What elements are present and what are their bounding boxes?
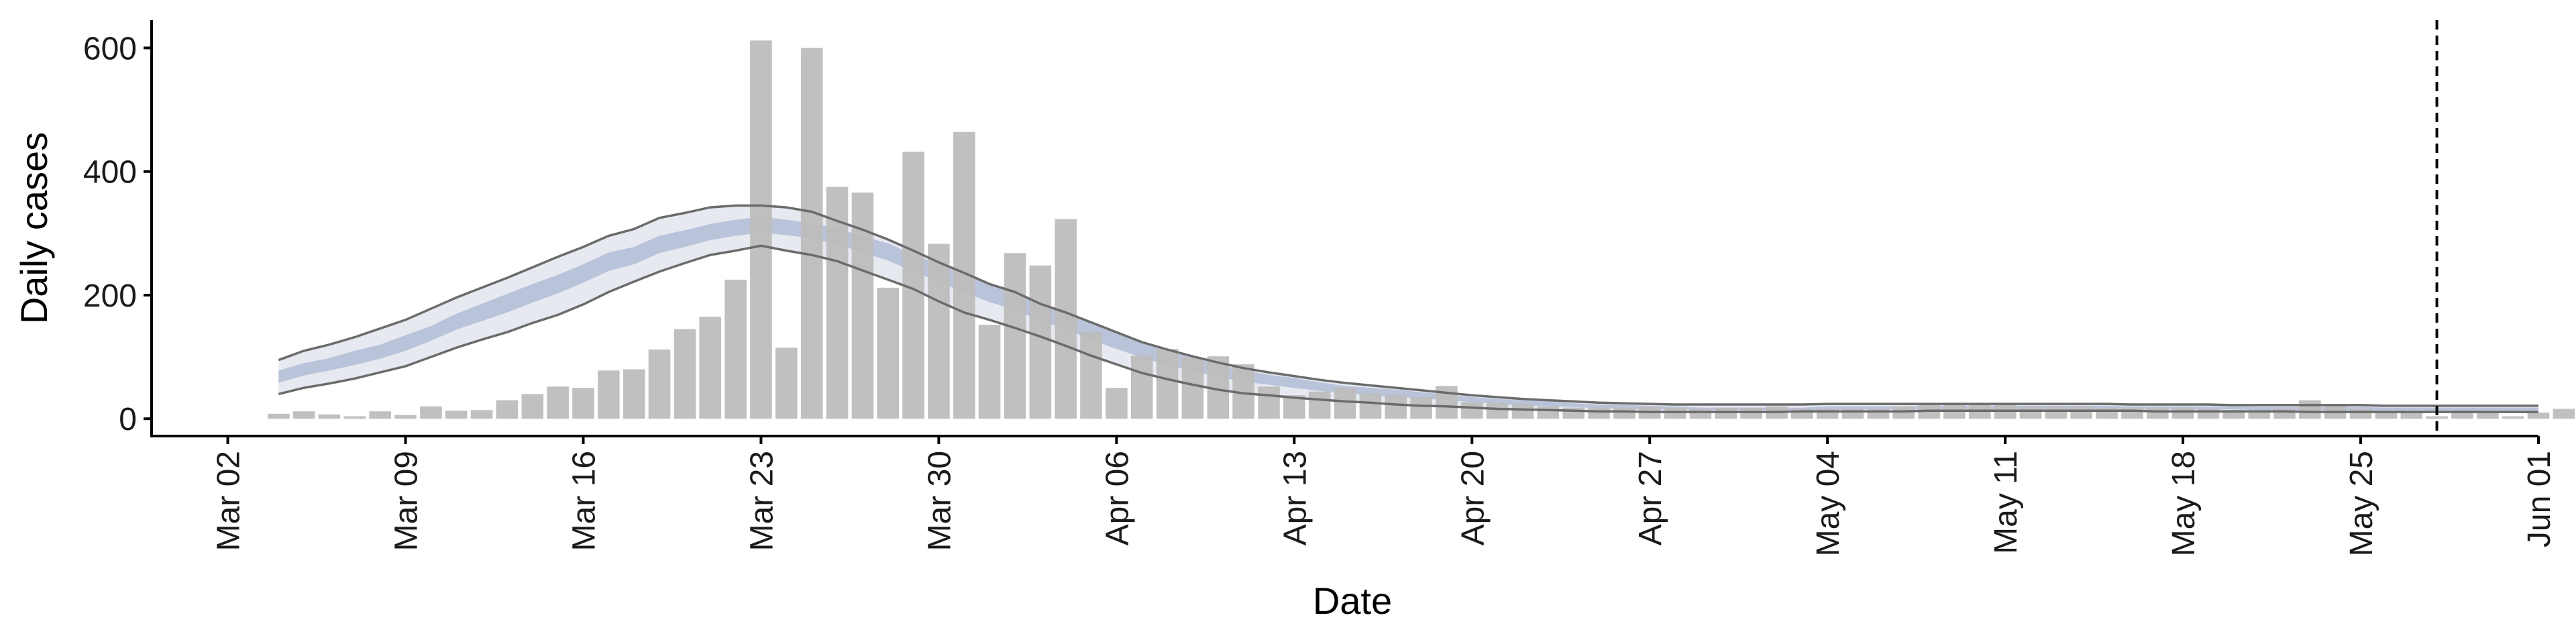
bar xyxy=(724,279,747,419)
bar xyxy=(1715,407,1737,419)
bar xyxy=(1892,406,1915,419)
x-axis-title: Date xyxy=(1313,580,1392,622)
daily-case-bars xyxy=(268,40,2575,419)
x-tick-label: Apr 06 xyxy=(1099,451,1135,545)
bar xyxy=(496,400,519,419)
bar xyxy=(1461,402,1483,419)
bar xyxy=(2299,400,2321,419)
bar xyxy=(1740,407,1762,419)
bar xyxy=(1689,409,1712,419)
x-tick-label: Mar 23 xyxy=(744,451,780,551)
x-tick-label: May 18 xyxy=(2166,451,2202,556)
bar xyxy=(674,329,696,419)
y-axis-title: Daily cases xyxy=(13,132,55,324)
bar xyxy=(1359,393,1382,419)
bar xyxy=(470,410,493,419)
y-tick-label: 400 xyxy=(83,155,137,191)
x-tick-label: Apr 20 xyxy=(1455,451,1491,545)
bar xyxy=(2477,411,2499,419)
bar xyxy=(2019,406,2042,419)
x-tick-label: Mar 02 xyxy=(211,451,247,551)
bar xyxy=(292,411,315,419)
bar xyxy=(2375,413,2398,419)
bar xyxy=(699,317,721,419)
bar xyxy=(1588,407,1610,419)
bar xyxy=(1385,395,1407,419)
x-tick-label: Mar 09 xyxy=(389,451,425,551)
bar xyxy=(826,186,849,419)
bar xyxy=(1156,349,1179,419)
bar xyxy=(2400,411,2423,419)
bar xyxy=(572,388,594,419)
bar xyxy=(1562,407,1585,419)
bar xyxy=(2502,416,2524,419)
x-tick-label: Mar 16 xyxy=(567,451,602,551)
bar xyxy=(1613,407,1635,419)
bar xyxy=(1918,405,1940,419)
bar xyxy=(1181,358,1204,419)
bar xyxy=(318,414,341,419)
bar xyxy=(2426,416,2448,419)
bar xyxy=(369,411,391,419)
bar xyxy=(1334,388,1356,419)
bar xyxy=(2070,406,2092,419)
bar xyxy=(2171,407,2194,419)
x-ticks: Mar 02 Mar 09 Mar 16 Mar 23 Mar 30 Apr 06 Apr … xyxy=(211,436,2557,556)
bar xyxy=(2096,407,2118,419)
bar xyxy=(1410,397,1432,419)
bar xyxy=(1258,386,1280,419)
upper-bound-line xyxy=(278,204,2538,407)
bar xyxy=(2045,406,2068,419)
bar xyxy=(648,350,671,419)
x-tick-label: May 25 xyxy=(2344,451,2379,556)
bar xyxy=(1486,403,1509,419)
bar xyxy=(2349,409,2372,419)
x-tick-label: May 04 xyxy=(1811,451,1846,556)
x-tick-label: Apr 27 xyxy=(1633,451,1668,545)
bar xyxy=(1130,356,1153,419)
lower-bound-line xyxy=(278,244,2538,413)
bar xyxy=(775,347,798,419)
y-tick-label: 200 xyxy=(83,278,137,314)
bar xyxy=(2527,413,2550,419)
axes xyxy=(150,20,2538,437)
bar xyxy=(1029,265,1052,419)
bar xyxy=(521,394,544,419)
bar xyxy=(1537,406,1560,419)
y-tick-label: 0 xyxy=(119,402,137,437)
bar xyxy=(1994,405,2017,419)
bar xyxy=(1106,388,1128,419)
bar xyxy=(750,40,772,419)
bar xyxy=(2553,409,2575,419)
bar xyxy=(1511,404,1534,419)
bar xyxy=(1664,407,1686,419)
bar xyxy=(547,386,569,419)
bar xyxy=(1004,253,1026,419)
x-tick-label: Apr 13 xyxy=(1277,451,1313,545)
x-tick-label: Mar 30 xyxy=(922,451,957,551)
bar xyxy=(800,48,823,419)
x-tick-label: Jun 01 xyxy=(2522,451,2557,547)
bar xyxy=(1308,391,1331,419)
bar xyxy=(420,406,442,419)
x-tick-label: May 11 xyxy=(1988,451,2024,554)
y-tick-label: 600 xyxy=(83,31,137,66)
bar xyxy=(2121,407,2143,419)
bar xyxy=(928,244,950,419)
bar xyxy=(343,416,366,419)
bar xyxy=(394,415,417,419)
bar xyxy=(445,411,468,419)
bar xyxy=(978,325,1001,419)
bar xyxy=(268,413,290,419)
bar xyxy=(2147,407,2169,419)
bar xyxy=(1055,219,1077,419)
estimate-lines xyxy=(278,20,2538,436)
y-ticks: 0 200 400 600 xyxy=(83,31,152,437)
bar xyxy=(877,287,899,419)
bar xyxy=(623,369,645,419)
bar xyxy=(598,370,620,419)
bar xyxy=(1080,332,1102,419)
